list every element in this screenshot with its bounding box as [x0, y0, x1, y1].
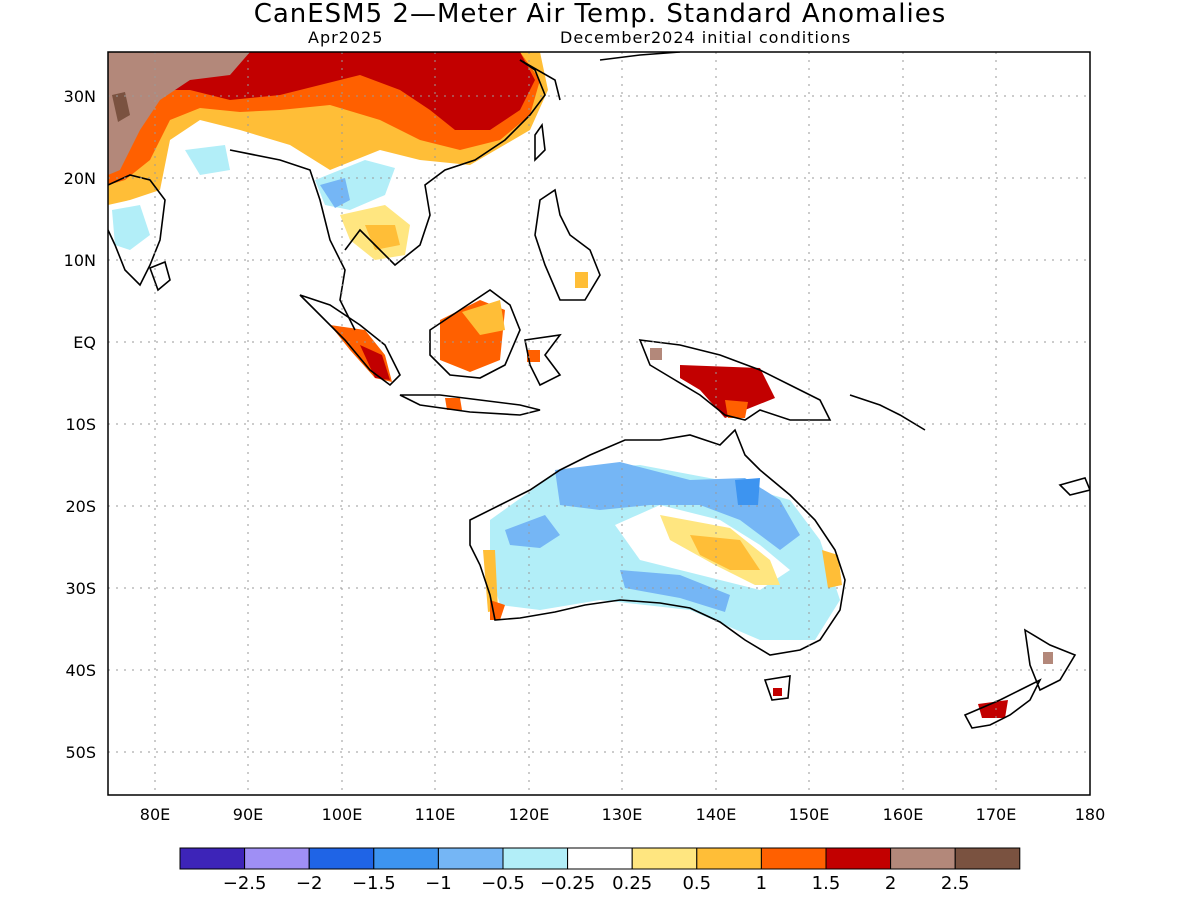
coast-java	[399, 394, 541, 416]
china-cool	[185, 145, 230, 175]
newguinea-brown	[650, 348, 662, 360]
colorbar-label: 0.5	[682, 873, 711, 894]
coast-indochina	[229, 59, 546, 331]
tasmania-red	[773, 688, 782, 696]
australia-cool-west	[505, 515, 560, 548]
map-title: CanESM5 2—Meter Air Temp. Standard Anoma…	[253, 0, 947, 29]
australia-cool-ne	[735, 478, 760, 505]
colorbar-label: −2.5	[223, 873, 267, 894]
philippines-warm	[575, 272, 588, 288]
lon-tick-label: 130E	[602, 805, 643, 824]
colorbar-label: 0.25	[612, 873, 652, 894]
colorbar-swatch	[631, 847, 698, 870]
anomaly-field	[108, 52, 1053, 718]
valid-month-label: Apr2025	[308, 28, 384, 47]
coast-philippines	[534, 188, 601, 301]
coast-tasmania	[763, 675, 791, 701]
colorbar-swatch	[567, 847, 633, 870]
lon-tick-label: 120E	[509, 805, 550, 824]
colorbar-label: −0.25	[540, 873, 595, 894]
map-frame	[107, 51, 1091, 796]
australia-cool-south	[620, 570, 730, 612]
lon-tick-label: 90E	[233, 805, 263, 824]
coast-newguinea	[638, 339, 832, 421]
colorbar-swatch	[308, 847, 375, 870]
colorbar-swatch	[179, 847, 246, 870]
lon-tick-label: 140E	[696, 805, 737, 824]
colorbar-label: 1.5	[812, 873, 841, 894]
colorbar-swatch	[696, 847, 762, 870]
coast-srilanka	[148, 260, 171, 292]
coast-korea-japan	[519, 52, 681, 101]
nz-red	[978, 700, 1008, 718]
colorbar-swatch	[825, 847, 892, 870]
coast-sumatra	[299, 294, 401, 387]
colorbar-swatch	[373, 847, 439, 870]
lon-labels: 80E 90E 100E 110E 120E 130E 140E 150E 16…	[140, 805, 1106, 824]
colorbar-swatch	[502, 847, 569, 870]
colorbar	[179, 847, 1021, 870]
lon-tick-label: 110E	[415, 805, 456, 824]
lon-tick-label: 100E	[322, 805, 363, 824]
lon-tick-label: 180	[1075, 805, 1106, 824]
colorbar-labels: −2.5 −2 −1.5 −1 −0.5 −0.25 0.25 0.5 1 1.…	[223, 873, 970, 894]
coast-newzealand	[963, 628, 1077, 729]
lat-tick-label: 30N	[64, 87, 96, 106]
lat-tick-label: 10N	[64, 251, 96, 270]
colorbar-swatch	[244, 847, 310, 870]
lon-tick-label: 150E	[789, 805, 830, 824]
borneo-warm-light	[462, 300, 505, 335]
lat-tick-label: 10S	[65, 415, 96, 434]
sulawesi-warm	[527, 350, 540, 362]
java-warm	[445, 398, 462, 410]
coastlines	[108, 52, 1090, 729]
colorbar-label: −0.5	[481, 873, 525, 894]
gridlines	[108, 52, 1090, 795]
himalaya-brown	[108, 52, 250, 175]
colorbar-label: −1	[425, 873, 452, 894]
colorbar-swatch	[954, 847, 1021, 870]
lon-tick-label: 80E	[140, 805, 170, 824]
coast-borneo	[429, 289, 521, 379]
colorbar-label: −2	[296, 873, 323, 894]
colorbar-swatch	[890, 847, 956, 870]
newguinea-orange	[725, 400, 748, 418]
sumatra-red	[360, 345, 390, 380]
newguinea-red	[680, 365, 775, 418]
lat-labels: 30N 20N 10N EQ 10S 20S 30S 40S 50S	[64, 87, 96, 762]
coast-solomon	[849, 394, 926, 431]
lat-tick-label: 50S	[65, 743, 96, 762]
lon-tick-label: 170E	[976, 805, 1017, 824]
colorbar-label: 2.5	[941, 873, 970, 894]
lat-tick-label: 30S	[65, 579, 96, 598]
colorbar-label: 2	[885, 873, 896, 894]
coast-taiwan	[534, 122, 546, 162]
coast-sulawesi	[524, 333, 562, 387]
colorbar-label: −1.5	[352, 873, 396, 894]
colorbar-swatch	[437, 847, 504, 870]
himalaya-darkbrown	[112, 92, 130, 122]
colorbar-label: 1	[756, 873, 767, 894]
asia-warm-red	[140, 52, 535, 130]
australia-warm-west	[483, 550, 498, 612]
lat-tick-label: EQ	[73, 333, 96, 352]
initial-conditions-label: December2024 initial conditions	[560, 28, 852, 47]
lat-tick-label: 20S	[65, 497, 96, 516]
australia-warm-center-2	[690, 535, 760, 570]
lon-tick-label: 160E	[883, 805, 924, 824]
lat-tick-label: 40S	[65, 661, 96, 680]
coast-fiji	[1058, 477, 1090, 496]
colorbar-swatch	[760, 847, 827, 870]
nz-brown	[1043, 652, 1053, 664]
coast-australia	[469, 428, 846, 656]
australia-warm-east	[822, 550, 842, 588]
india-cool	[112, 205, 150, 250]
lat-tick-label: 20N	[64, 169, 96, 188]
indochina-cool-2	[320, 178, 350, 208]
